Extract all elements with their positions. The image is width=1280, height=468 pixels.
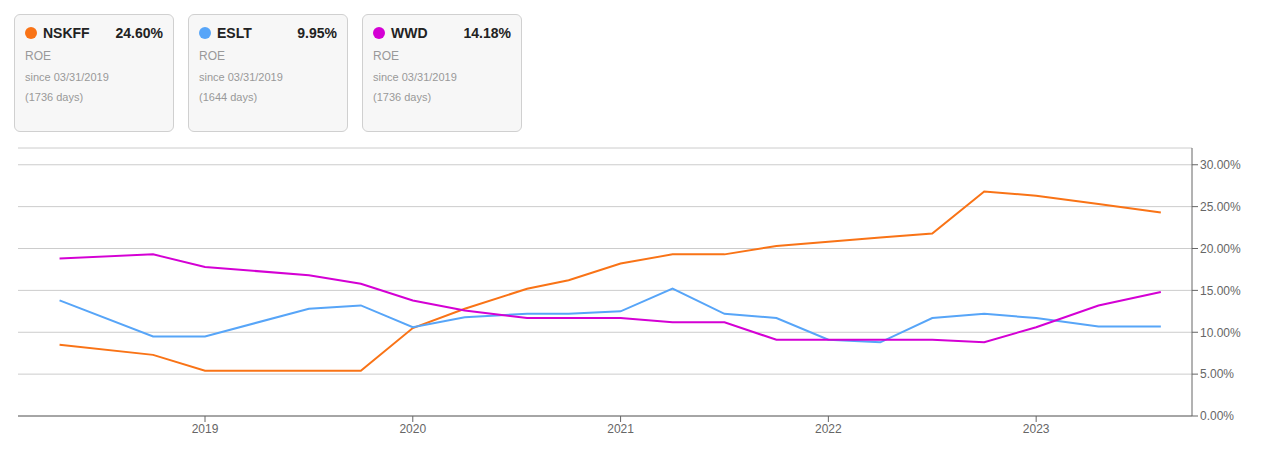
html-text:since 03/31/2019: since 03/31/2019 <box>373 71 457 83</box>
html-text:ROE: ROE <box>199 49 225 63</box>
html-text:NSKFF: NSKFF <box>43 25 90 41</box>
svg-text:5.00%: 5.00% <box>1200 367 1234 381</box>
html-text:since 03/31/2019: since 03/31/2019 <box>199 71 283 83</box>
html-text:(1736 days): (1736 days) <box>373 91 432 103</box>
html-text:24.60%: 24.60% <box>115 25 163 41</box>
html-text:14.18%: 14.18% <box>463 25 511 41</box>
svg-text:2019: 2019 <box>192 422 219 436</box>
svg-text:2023: 2023 <box>1023 422 1050 436</box>
svg-text:20.00%: 20.00% <box>1200 242 1241 256</box>
svg-text:2021: 2021 <box>607 422 634 436</box>
svg-text:2022: 2022 <box>815 422 842 436</box>
svg-text:10.00%: 10.00% <box>1200 326 1241 340</box>
html-text:ESLT: ESLT <box>217 25 252 41</box>
svg-text:2020: 2020 <box>399 422 426 436</box>
svg-text:30.00%: 30.00% <box>1200 158 1241 172</box>
html-text:ROE: ROE <box>25 49 51 63</box>
html-text:WWD: WWD <box>391 25 428 41</box>
html-text:since 03/31/2019: since 03/31/2019 <box>25 71 109 83</box>
svg-text:15.00%: 15.00% <box>1200 284 1241 298</box>
svg-text:0.00%: 0.00% <box>1200 409 1234 423</box>
html-text:(1644 days): (1644 days) <box>199 91 258 103</box>
svg-text:25.00%: 25.00% <box>1200 200 1241 214</box>
html-text:(1736 days): (1736 days) <box>25 91 84 103</box>
html-text:ROE: ROE <box>373 49 399 63</box>
html-text:9.95%: 9.95% <box>297 25 337 41</box>
